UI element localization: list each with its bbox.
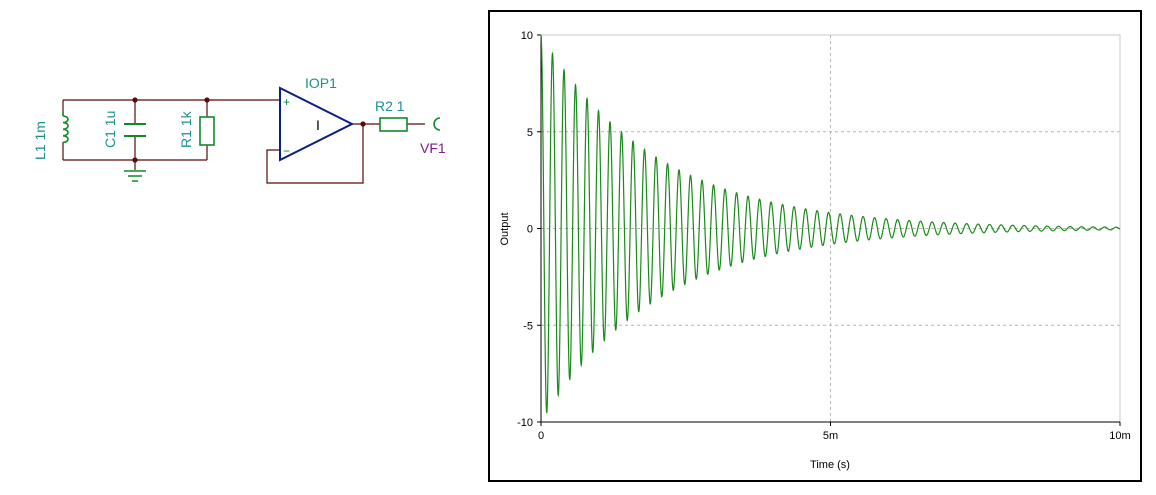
opamp-minus-sign: − <box>283 144 290 158</box>
r1-label: R1 1k <box>178 110 194 148</box>
capacitor-c1[interactable] <box>124 123 146 137</box>
ground-icon <box>124 170 146 182</box>
opamp-plus-sign: + <box>283 95 290 109</box>
x-tick-label: 5m <box>823 430 838 442</box>
vf1-label: VF1 <box>420 140 446 156</box>
opamp-symbol: I <box>316 117 320 133</box>
resistor-r2[interactable] <box>379 117 408 132</box>
output-plot: 10 5 0 -5 -10 0 5m 10m Output Time (s) <box>499 30 1131 471</box>
r2-label: R2 1 <box>375 98 405 114</box>
plot-grid <box>541 35 1120 422</box>
x-axis-label: Time (s) <box>810 459 850 471</box>
x-tick-label: 10m <box>1109 430 1130 442</box>
y-tick-labels: 10 5 0 -5 -10 <box>517 30 541 429</box>
y-axis-label: Output <box>499 212 511 245</box>
resistor-r1[interactable] <box>199 116 215 146</box>
y-tick-label: 5 <box>527 127 533 139</box>
x-tick-labels: 0 5m 10m <box>538 422 1131 442</box>
voltmeter-vf1[interactable] <box>433 117 441 131</box>
y-tick-label: -5 <box>523 320 533 332</box>
x-tick-label: 0 <box>538 430 544 442</box>
y-tick-label: 0 <box>527 224 533 236</box>
circuit-schematic: L1 1m C1 1u R1 1k + − I IOP1 R2 1 VF1 <box>32 75 446 184</box>
inductor-l1[interactable] <box>62 112 69 144</box>
y-tick-label: 10 <box>521 30 533 42</box>
plot-window: 10 5 0 -5 -10 0 5m 10m Output Time (s) <box>488 10 1142 482</box>
output-series-line <box>540 34 1121 414</box>
opamp-iop1[interactable]: + − I <box>279 86 355 162</box>
c1-label: C1 1u <box>102 111 118 148</box>
junction-dots <box>132 97 366 163</box>
y-tick-label: -10 <box>517 417 533 429</box>
iop1-label: IOP1 <box>305 75 337 91</box>
l1-label: L1 1m <box>32 121 48 160</box>
